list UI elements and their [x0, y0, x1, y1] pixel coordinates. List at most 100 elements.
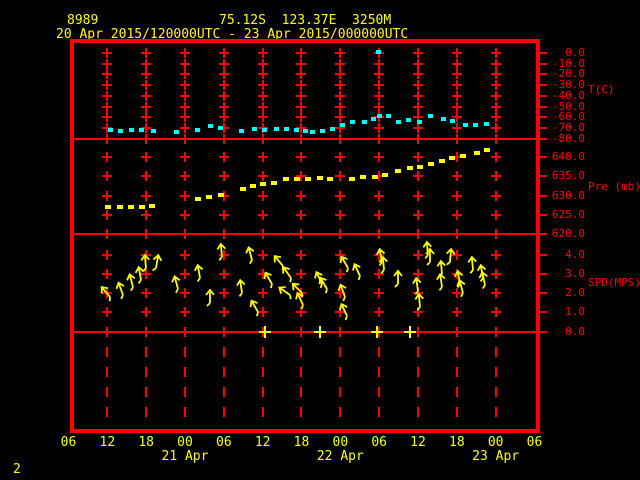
calm-wind-marker [259, 325, 272, 338]
wind-arrow [212, 240, 232, 261]
grid-plus-mark [335, 229, 346, 239]
grid-dash-mark [145, 367, 148, 377]
grid-plus-mark [141, 133, 152, 144]
y-axis-tick-label: 635.0 [551, 169, 585, 183]
grid-plus-mark [218, 112, 229, 123]
grid-plus-mark [335, 190, 346, 201]
y-axis-tick [540, 52, 547, 54]
grid-plus-mark [296, 307, 307, 318]
grid-dash-mark [339, 367, 342, 377]
y-axis-tick-label: 2.0 [565, 286, 585, 300]
pressure-point [407, 166, 414, 171]
grid-plus-mark [218, 69, 229, 80]
grid-plus-mark [374, 229, 385, 239]
grid-plus-mark [218, 48, 229, 58]
grid-plus-mark [257, 69, 268, 80]
wind-arrow [242, 294, 268, 320]
axis-title-pressure: Pre (mb) [588, 180, 640, 193]
grid-plus-mark [412, 288, 423, 299]
grid-plus-mark [296, 58, 307, 69]
temperature-point [395, 120, 401, 125]
y-axis-tick-label: 640.0 [551, 150, 585, 163]
calm-wind-marker [314, 325, 327, 338]
grid-plus-mark [257, 80, 268, 91]
grid-plus-mark [490, 90, 501, 101]
grid-plus-mark [179, 133, 190, 144]
x-axis-date-label: 22 Apr [316, 449, 364, 464]
grid-plus-mark [257, 90, 268, 101]
wind-arrow [275, 259, 301, 286]
y-axis-tick [540, 253, 547, 256]
wind-arrow [473, 268, 495, 291]
grid-plus-mark [141, 101, 152, 112]
pressure-point [293, 176, 300, 181]
pressure-point [359, 175, 366, 180]
grid-plus-mark [179, 229, 190, 239]
x-axis-hour-label: 12 [410, 435, 426, 450]
grid-plus-mark [296, 112, 307, 123]
grid-plus-mark [374, 80, 385, 91]
axis-title-speed: SPD(MPS) [588, 276, 640, 289]
grid-dash-mark [183, 367, 186, 377]
grid-dash-mark [339, 347, 342, 357]
temperature-point [406, 118, 412, 123]
grid-plus-mark [335, 249, 346, 260]
grid-plus-mark [257, 288, 268, 299]
grid-plus-mark [257, 209, 268, 220]
x-axis-date-label: 21 Apr [161, 449, 209, 464]
grid-plus-mark [490, 152, 501, 162]
grid-plus-mark [374, 249, 385, 260]
temperature-point [320, 128, 326, 133]
grid-plus-mark [451, 58, 462, 69]
grid-plus-mark [257, 307, 268, 318]
grid-dash-mark [183, 347, 186, 357]
grid-dash-mark [378, 387, 381, 397]
grid-plus-mark [490, 48, 501, 58]
wind-arrow [136, 251, 156, 272]
grid-plus-mark [179, 58, 190, 69]
grid-plus-mark [218, 123, 229, 134]
pressure-point [282, 177, 289, 182]
grid-plus-mark [490, 133, 501, 144]
grid-plus-mark [296, 101, 307, 112]
y-axis-tick-label: -10.0 [551, 56, 585, 70]
temperature-point [375, 49, 381, 54]
grid-plus-mark [179, 190, 190, 201]
grid-dash-mark [416, 387, 419, 397]
temperature-point [428, 113, 434, 118]
grid-plus-mark [412, 80, 423, 91]
grid-dash-mark [494, 347, 497, 357]
temperature-point [207, 123, 213, 128]
wind-arrow [93, 279, 120, 306]
grid-dash-mark [145, 407, 148, 417]
wind-arrow [288, 286, 313, 312]
grid-plus-mark [257, 48, 268, 58]
wind-arrow [272, 278, 299, 304]
grid-plus-mark [335, 288, 346, 299]
grid-dash-mark [300, 347, 303, 357]
grid-plus-mark [141, 80, 152, 91]
grid-plus-mark [412, 229, 423, 239]
grid-dash-mark [494, 387, 497, 397]
pressure-point [218, 193, 225, 198]
grid-plus-mark [335, 58, 346, 69]
grid-plus-mark [179, 80, 190, 91]
grid-dash-mark [339, 387, 342, 397]
grid-plus-mark [141, 123, 152, 134]
wind-arrow [188, 260, 209, 283]
grid-plus-mark [218, 80, 229, 91]
grid-dash-mark [145, 347, 148, 357]
wind-arrow [373, 253, 393, 274]
wind-arrow [256, 265, 282, 291]
grid-plus-mark [490, 288, 501, 299]
grid-plus-mark [141, 288, 152, 299]
grid-dash-mark [261, 387, 264, 397]
grid-plus-mark [102, 133, 113, 144]
grid-dash-mark [261, 407, 264, 417]
grid-plus-mark [102, 326, 113, 337]
wind-arrow [463, 253, 483, 274]
grid-plus-mark [451, 307, 462, 318]
grid-plus-mark [490, 249, 501, 260]
grid-plus-mark [141, 69, 152, 80]
